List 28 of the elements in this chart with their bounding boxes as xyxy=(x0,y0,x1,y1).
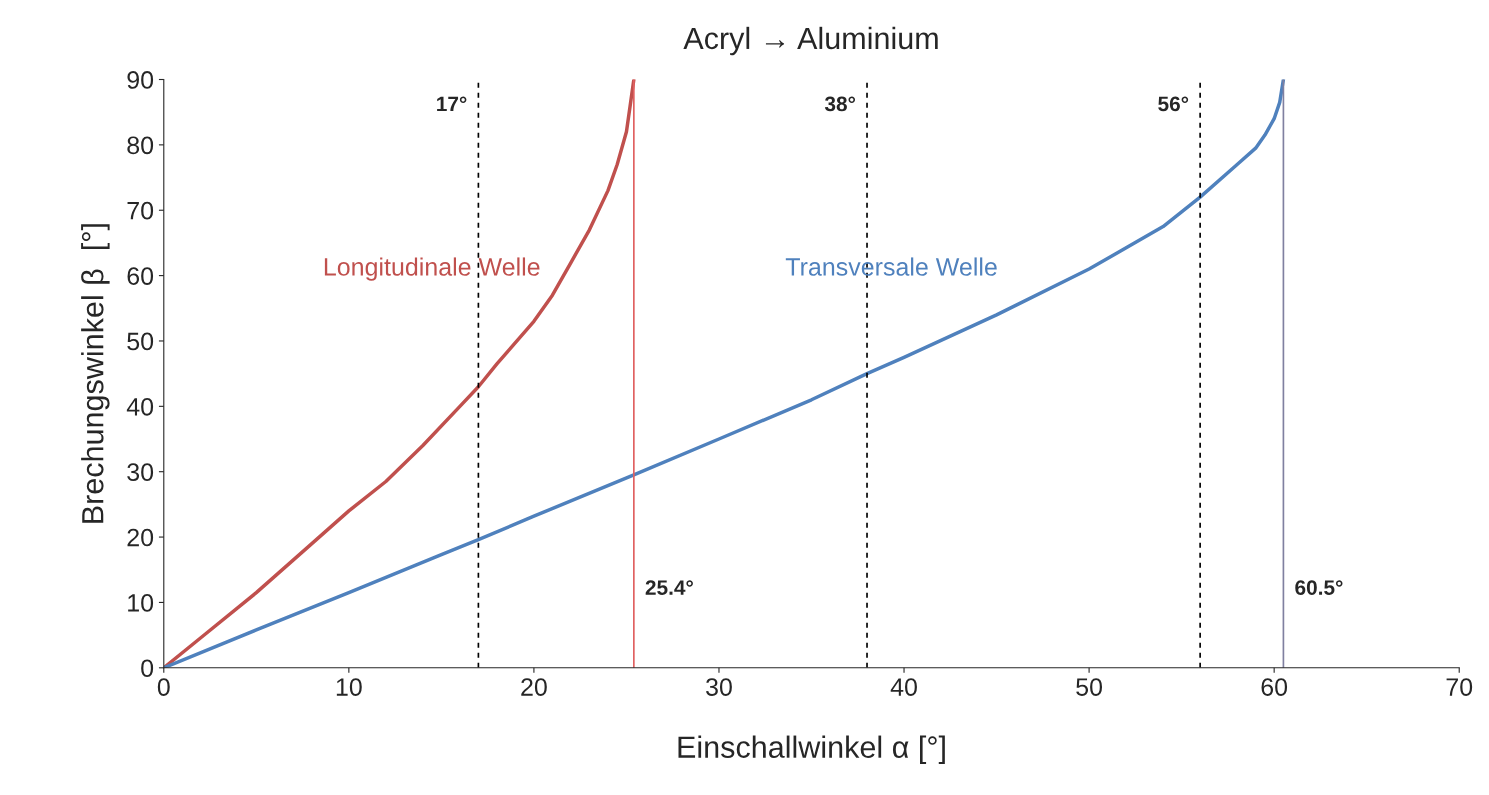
x-tick-label: 30 xyxy=(706,678,732,696)
ref-line-label: 17° xyxy=(437,96,467,112)
x-tick-label: 60 xyxy=(1261,678,1288,696)
x-tick-label: 70 xyxy=(1446,678,1473,696)
ref-line-label: 60.5° xyxy=(1295,580,1343,595)
y-tick-label: 60 xyxy=(127,267,154,285)
y-tick-label: 0 xyxy=(141,659,154,678)
series-label: Transversale Welle xyxy=(785,257,997,276)
x-tick-label: 0 xyxy=(157,678,170,696)
series-label: Longitudinale Welle xyxy=(324,257,540,281)
y-tick-label: 40 xyxy=(126,397,154,416)
x-tick-label: 50 xyxy=(1076,678,1103,696)
chart-title: Acryl → Aluminium xyxy=(683,26,938,56)
x-tick-label: 10 xyxy=(336,678,362,696)
y-tick-label: 50 xyxy=(127,332,154,351)
x-axis-title: Einschallwinkel α [°] xyxy=(678,735,945,765)
x-tick-label: 40 xyxy=(890,678,917,696)
y-tick-label: 30 xyxy=(127,463,154,481)
y-tick-label: 70 xyxy=(127,201,154,220)
ref-line-label: 25.4° xyxy=(645,580,693,595)
y-tick-label: 20 xyxy=(127,528,154,547)
y-axis-title: Brechungswinkel β [°] xyxy=(81,224,110,523)
y-tick-label: 80 xyxy=(127,136,154,155)
y-tick-label: 10 xyxy=(128,594,154,612)
y-tick-label: 90 xyxy=(127,71,154,89)
ref-line-label: 56° xyxy=(1158,96,1189,112)
ref-line-label: 38° xyxy=(824,96,856,112)
x-tick-label: 20 xyxy=(521,678,547,696)
